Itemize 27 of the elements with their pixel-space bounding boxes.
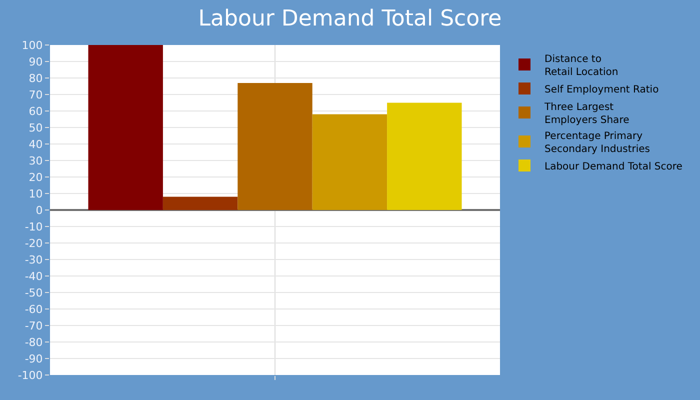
legend-label: Percentage Primary Secondary Industries <box>544 130 650 155</box>
y-tick-label: -70 <box>24 319 43 332</box>
y-tick-label: -60 <box>24 302 43 316</box>
y-tick-label: 10 <box>28 187 43 200</box>
y-tick-label: -100 <box>18 368 43 382</box>
y-tick-label: 40 <box>28 138 43 151</box>
y-tick-label: -50 <box>24 286 43 300</box>
y-tick-label: 90 <box>28 55 43 68</box>
y-tick-label: 50 <box>28 121 43 134</box>
legend-label: Three Largest Employers Share <box>544 102 630 126</box>
legend-label: Self Employment Ratio <box>544 84 659 96</box>
y-tick-label: 20 <box>28 170 43 184</box>
y-tick-label: -30 <box>24 253 43 266</box>
y-tick-label: 0 <box>36 204 43 217</box>
y-tick-label: -80 <box>24 336 43 349</box>
y-tick-label: 60 <box>28 104 43 118</box>
y-tick-label: 30 <box>28 154 43 168</box>
y-tick-label: -90 <box>24 352 43 366</box>
y-tick-label: -40 <box>24 270 43 283</box>
y-tick-label: -10 <box>24 220 43 234</box>
y-tick-label: 70 <box>28 88 43 102</box>
legend-label: Distance to Retail Location <box>544 54 618 78</box>
y-tick-label: 80 <box>28 72 43 85</box>
legend-label: Labour Demand Total Score <box>544 161 682 172</box>
y-tick-label: 100 <box>22 38 43 52</box>
y-tick-label: -20 <box>24 236 43 250</box>
chart-title: Labour Demand Total Score <box>198 6 502 32</box>
